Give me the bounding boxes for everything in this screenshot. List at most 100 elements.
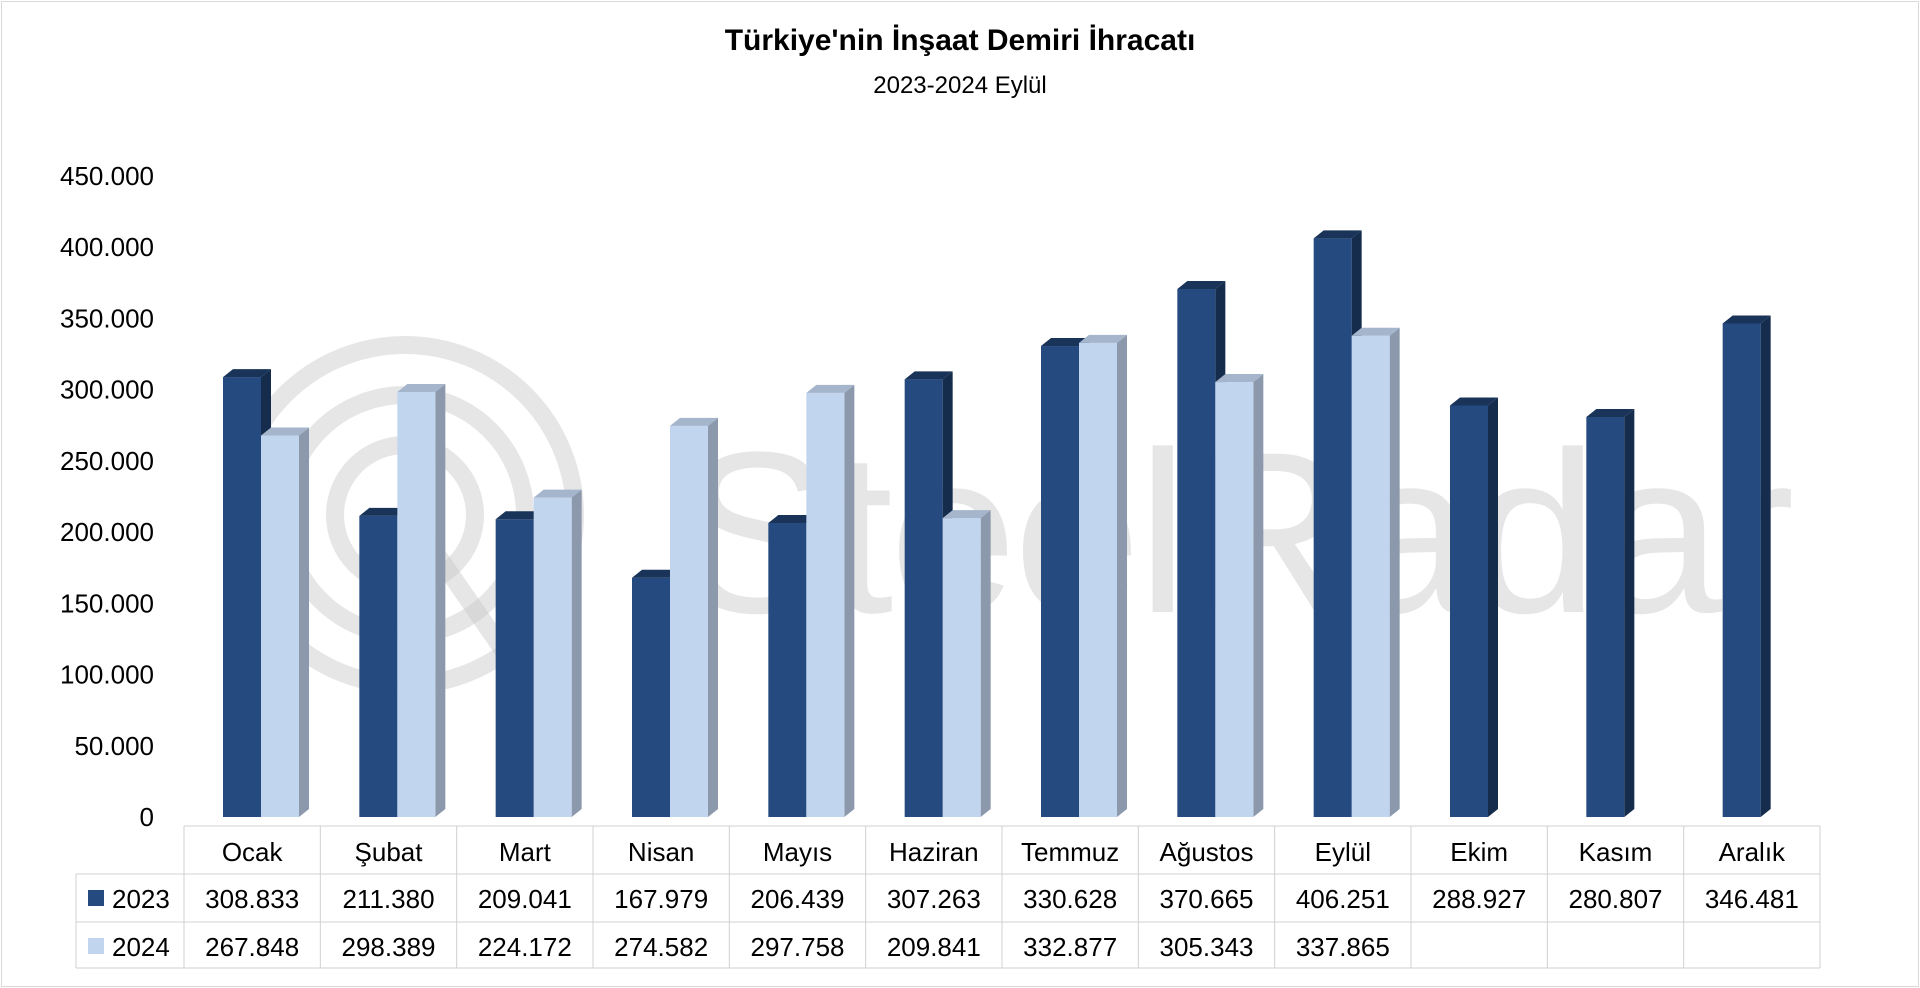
data-label: 274.582 (614, 932, 708, 962)
data-label: 406.251 (1296, 884, 1390, 914)
data-label: 288.927 (1432, 884, 1526, 914)
bar-top (1041, 338, 1089, 347)
bar-side (1389, 327, 1400, 817)
bar-2023-10 (1586, 409, 1635, 817)
y-tick-label: 0 (140, 802, 154, 832)
data-label: 346.481 (1705, 884, 1799, 914)
bar-side (844, 384, 855, 817)
category-label: Ocak (222, 837, 284, 867)
bar-2024-3 (670, 417, 718, 817)
bar-top (1177, 281, 1226, 290)
bar-side (708, 417, 718, 817)
y-tick-label: 350.000 (60, 303, 154, 333)
data-label: 167.979 (614, 884, 708, 914)
bar-top (670, 417, 718, 426)
bar-top (359, 507, 408, 516)
bar-top (1351, 327, 1400, 336)
y-tick-label: 400.000 (60, 232, 154, 262)
y-tick-label: 150.000 (60, 588, 154, 618)
bar-2024-8 (1351, 327, 1400, 817)
bar-top (223, 369, 271, 378)
category-label: Ekim (1450, 837, 1508, 867)
bar-side (571, 489, 582, 817)
data-label: 297.758 (751, 932, 845, 962)
bar-front (1722, 323, 1761, 817)
bar-top (397, 383, 446, 392)
legend-label: 2024 (112, 932, 170, 962)
bar-front (495, 519, 534, 817)
bar-top (904, 371, 953, 380)
y-tick-label: 100.000 (60, 660, 154, 690)
data-label: 211.380 (342, 884, 434, 914)
bar-top (495, 511, 544, 520)
y-tick-label: 50.000 (74, 731, 154, 761)
category-label: Kasım (1579, 837, 1653, 867)
data-label: 206.439 (751, 884, 845, 914)
category-label: Şubat (355, 837, 424, 867)
bar-front (1351, 335, 1390, 817)
bar-side (1760, 315, 1771, 817)
data-label: 267.848 (205, 932, 299, 962)
bar-2024-2 (533, 489, 582, 817)
bar-top (942, 510, 991, 519)
bar-front (359, 515, 398, 817)
bar-front (904, 379, 943, 817)
bar-side (980, 510, 991, 817)
data-label: 305.343 (1160, 932, 1254, 962)
legend-label: 2023 (112, 884, 170, 914)
bar-top (261, 427, 309, 436)
data-label: 298.389 (342, 932, 436, 962)
bar-2024-1 (397, 383, 446, 817)
y-tick-label: 450.000 (60, 161, 154, 191)
bar-front (768, 522, 807, 817)
bar-2023-9 (1450, 397, 1498, 817)
bar-top (806, 384, 855, 393)
chart-subtitle: 2023-2024 Eylül (873, 72, 1047, 99)
category-label: Haziran (889, 837, 979, 867)
data-label: 337.865 (1296, 932, 1390, 962)
data-label: 308.833 (205, 884, 299, 914)
bar-side (1624, 409, 1635, 817)
bar-front (223, 377, 261, 817)
legend-swatch (88, 938, 104, 954)
bar-2024-6 (1079, 334, 1127, 817)
data-label: 370.665 (1160, 884, 1254, 914)
bar-top (1586, 409, 1635, 418)
bar-top (533, 489, 582, 498)
bar-top (1079, 334, 1127, 343)
category-label: Eylül (1315, 837, 1371, 867)
data-label: 330.628 (1023, 884, 1117, 914)
bar-front (1450, 405, 1488, 817)
bar-front (261, 435, 299, 817)
bar-front (397, 391, 436, 817)
bar-front (1313, 238, 1352, 818)
category-label: Aralık (1719, 837, 1786, 867)
bar-2024-5 (942, 510, 991, 817)
bar-front (1177, 289, 1216, 817)
chart-title: Türkiye'nin İnşaat Demiri İhracatı (724, 24, 1196, 57)
y-tick-label: 200.000 (60, 517, 154, 547)
category-label: Ağustos (1160, 837, 1254, 867)
bar-2024-4 (806, 384, 855, 817)
data-label: 224.172 (478, 932, 572, 962)
category-label: Mart (499, 837, 552, 867)
bar-top (1313, 230, 1362, 239)
bar-2024-0 (261, 427, 309, 817)
bar-front (1586, 417, 1625, 817)
bar-top (768, 514, 817, 523)
y-tick-label: 250.000 (60, 446, 154, 476)
bar-side (435, 383, 446, 817)
bar-side (299, 427, 309, 817)
data-label: 280.807 (1569, 884, 1663, 914)
bar-front (1079, 342, 1117, 817)
bar-front (533, 497, 572, 817)
bar-top (632, 569, 680, 578)
bar-front (1041, 346, 1079, 817)
bar-front (942, 518, 981, 817)
bar-top (1215, 374, 1264, 383)
category-label: Mayıs (763, 837, 832, 867)
bar-2023-11 (1722, 315, 1771, 817)
legend-swatch (88, 890, 104, 906)
data-label: 209.041 (478, 884, 572, 914)
